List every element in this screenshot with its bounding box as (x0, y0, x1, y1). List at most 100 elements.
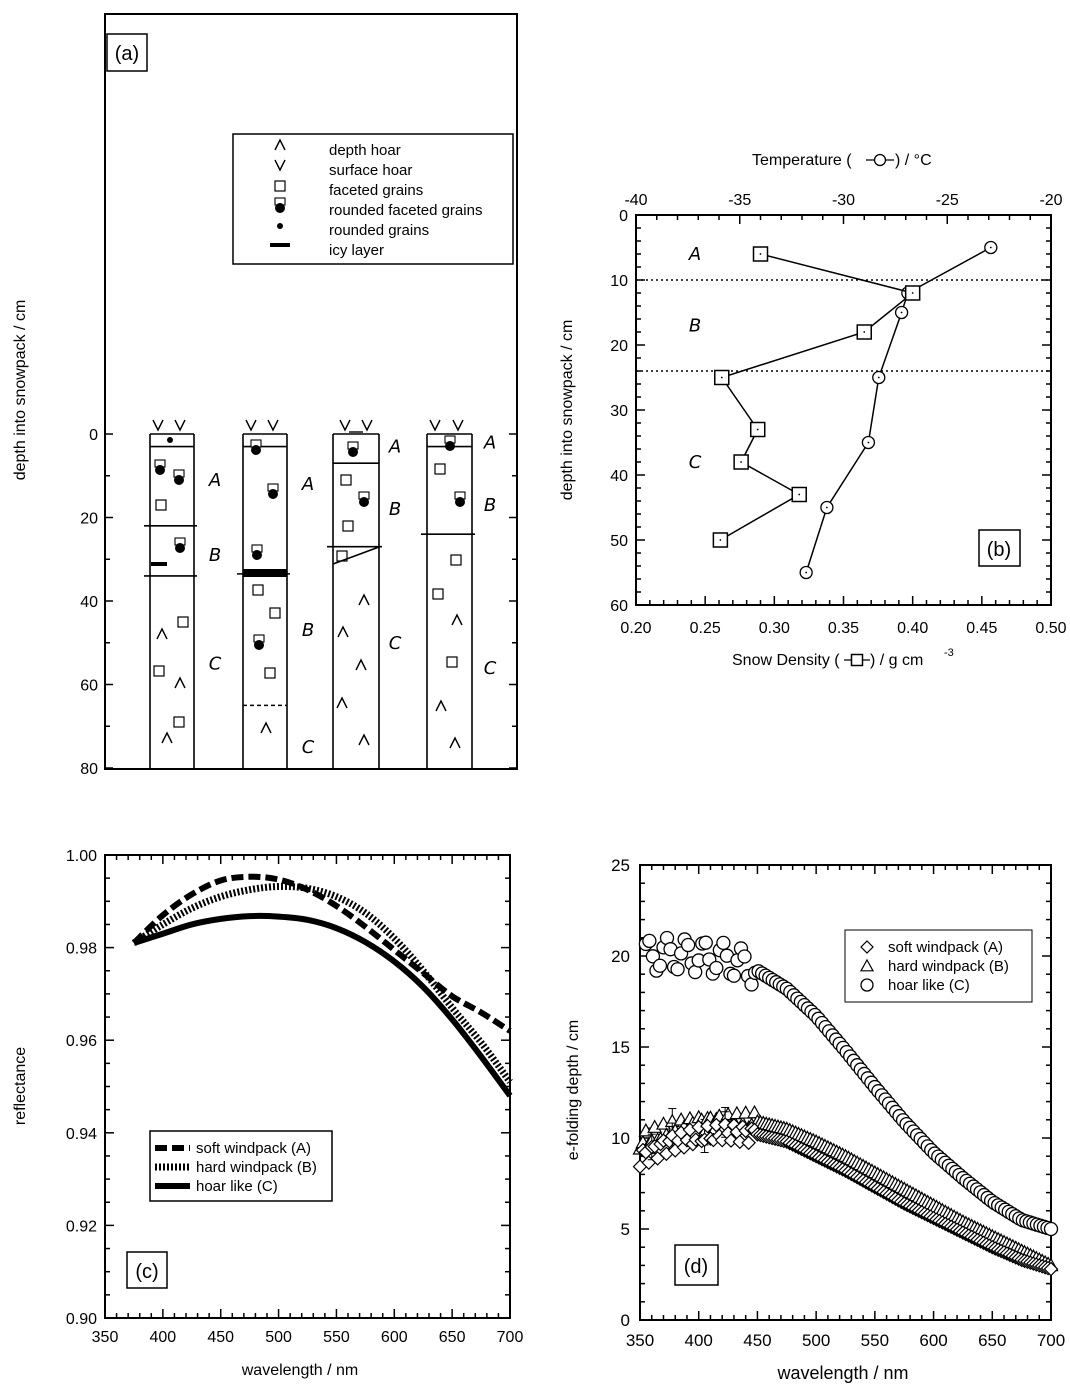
rounded-faceted-grains-icon (174, 537, 186, 553)
depth-hoar-icon (358, 593, 370, 606)
series-line-solid (133, 912, 513, 1098)
zone-label: A (301, 474, 314, 495)
y-tick-label: 0.96 (66, 1033, 97, 1050)
y-tick-label: 0 (89, 427, 98, 444)
point-center-dot (989, 246, 992, 249)
faceted-grains-icon (340, 474, 352, 486)
legend-label: hoar like (C) (888, 977, 970, 994)
x-tick-label: 550 (323, 1329, 350, 1346)
density-legend-marker (850, 653, 864, 667)
rounded-part (155, 465, 165, 475)
top-tick-label: -40 (624, 192, 647, 209)
data-point (709, 960, 724, 976)
rounded-part (268, 489, 278, 499)
zone-label: B (484, 495, 496, 516)
y-tick-label: 0.98 (66, 941, 97, 958)
surface-hoar-icon (245, 419, 257, 432)
bottom-tick-label: 0.35 (828, 620, 859, 637)
panel-a-label-box (106, 33, 148, 72)
legend: depth hoar surface hoar faceted grains roun… (232, 133, 514, 265)
y-axis-label: e-folding depth / cm (565, 1020, 582, 1161)
bottom-axis-label-exponent: -3 (944, 647, 954, 659)
bottom-tick-label: 0.30 (759, 620, 790, 637)
data-point (737, 949, 752, 964)
surface-hoar-icon (267, 419, 279, 432)
faceted-grains-icon (342, 520, 354, 532)
series-diamond (632, 1111, 1059, 1277)
rounded-faceted-grains-icon (253, 634, 265, 650)
surface-hoar-icon (274, 159, 286, 172)
rounded-faceted-grains-icon (173, 469, 185, 485)
data-point (642, 933, 657, 949)
x-tick-label: 450 (207, 1329, 234, 1346)
faceted-grains-icon (269, 607, 281, 619)
x-tick-label: 650 (978, 1331, 1006, 1350)
top-tick-label: -35 (728, 192, 751, 209)
point-center-dot (719, 539, 722, 541)
point-center-dot (826, 506, 828, 509)
zone-label: C (302, 737, 315, 758)
rounded-faceted-grains-icon (347, 441, 359, 457)
depth-hoar-icon (274, 138, 286, 151)
data-point (732, 1134, 748, 1150)
y-tick-label: 0 (619, 208, 628, 225)
series-line-dotted (132, 882, 513, 1084)
point-center-dot (911, 292, 914, 294)
y-tick-label: 20 (611, 947, 630, 966)
depth-hoar-icon (336, 696, 348, 709)
point-center-dot (720, 376, 723, 379)
legend-marker-diamond (860, 940, 874, 954)
legend-box (844, 929, 1033, 1003)
point-center-dot (877, 376, 880, 379)
zone-label: A (388, 437, 401, 458)
surface-hoar-icon (174, 419, 186, 432)
faceted-grains-icon (252, 584, 264, 596)
panel-b: 0 10 20 30 40 50 60 depth into snowpack / cm -40… (559, 152, 1067, 669)
rounded-part (252, 550, 262, 560)
rounded-part (445, 441, 455, 451)
data-point (670, 962, 685, 977)
y-tick-label: 20 (610, 338, 628, 355)
rounded-faceted-grains-icon (274, 197, 286, 213)
y-axis-label: depth into snowpack / cm (559, 320, 576, 501)
point-center-dot (805, 571, 808, 574)
x-tick-label: 600 (919, 1331, 947, 1350)
y-tick-label: 60 (80, 678, 98, 695)
x-tick-label: 500 (265, 1329, 292, 1346)
x-tick-label: 400 (685, 1331, 713, 1350)
icy-layer-icon (270, 243, 290, 247)
rounded-part (174, 475, 184, 485)
y-axis-label: depth into snowpack / cm (12, 300, 29, 481)
snowpit-column: A B C (421, 419, 497, 768)
legend: soft windpack (A) hard windpack (B) hoar l… (149, 1130, 333, 1202)
faceted-grains-icon (434, 463, 446, 475)
density-series-line (720, 253, 915, 541)
legend-marker-triangle (859, 958, 875, 972)
panel-c: 0.90 0.92 0.94 0.96 0.98 1.00 350 400 450 500 550 6… (12, 848, 523, 1379)
y-tick-label: 30 (610, 403, 628, 420)
panel-a: (a) 0 20 40 60 80 depth into snowpack / cm dept… (12, 13, 518, 778)
y-tick-label: 0.94 (66, 1126, 97, 1143)
rounded-faceted-grains-icon (251, 544, 263, 560)
rounded-grains-icon (167, 437, 173, 443)
y-tick-label: 40 (610, 468, 628, 485)
x-tick-label: 700 (1037, 1331, 1065, 1350)
rounded-faceted-grains-icon (267, 483, 279, 499)
faceted-grains-icon (450, 554, 462, 566)
zone-label: A (208, 470, 221, 491)
panel-b-label-box (978, 529, 1021, 567)
legend-label: icy layer (329, 242, 384, 259)
faceted-grains-icon (264, 667, 276, 679)
bottom-axis-label: Snow Density () / g cm -3 (732, 647, 954, 669)
bottom-tick-label: 0.45 (966, 620, 997, 637)
top-tick-label: -30 (832, 192, 855, 209)
depth-hoar-icon (435, 699, 447, 712)
legend-label: hard windpack (B) (196, 1159, 317, 1176)
zone-label: A (688, 244, 701, 265)
x-tick-label: 650 (439, 1329, 466, 1346)
zone-label: C (209, 654, 222, 675)
panel-c-label-box (126, 1251, 168, 1289)
top-tick-label: -25 (936, 192, 959, 209)
data-point (652, 958, 668, 973)
data-point (680, 937, 696, 953)
